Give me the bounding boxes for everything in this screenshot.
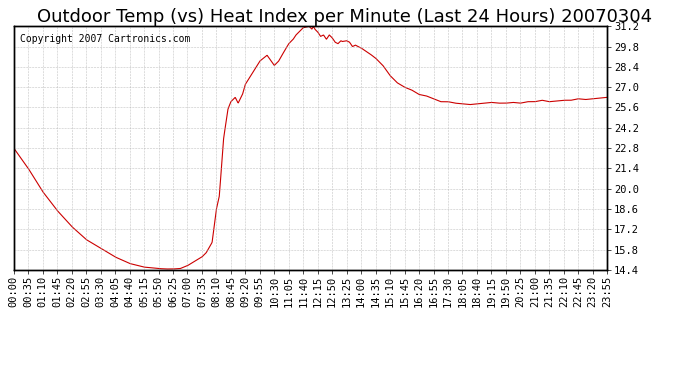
Text: Outdoor Temp (vs) Heat Index per Minute (Last 24 Hours) 20070304: Outdoor Temp (vs) Heat Index per Minute …	[37, 8, 653, 26]
Text: Copyright 2007 Cartronics.com: Copyright 2007 Cartronics.com	[20, 34, 190, 44]
